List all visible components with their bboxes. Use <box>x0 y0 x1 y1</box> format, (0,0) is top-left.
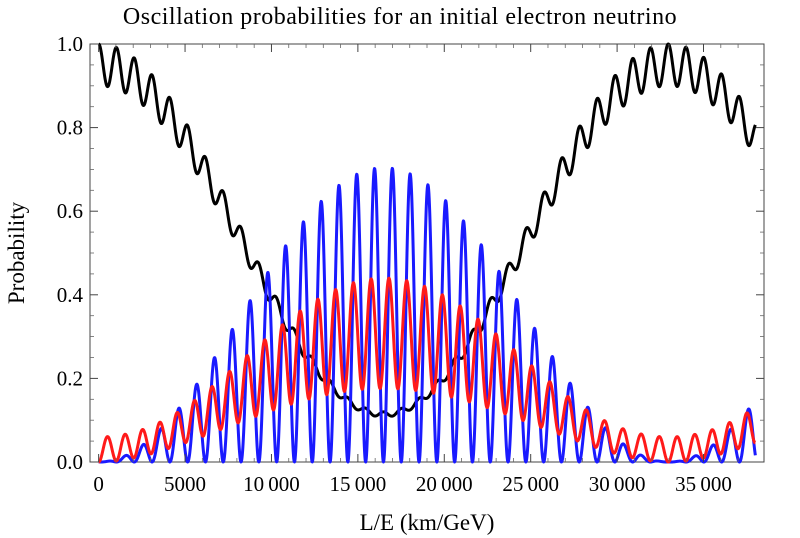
y-tick-label: 0.2 <box>57 366 83 390</box>
ticks-layer: 0 5000 10 000 15 000 20 000 25 000 30 000 35 00… <box>57 32 764 496</box>
x-axis-label: L/E (km/GeV) <box>360 510 495 535</box>
series-line-blue <box>97 166 757 464</box>
x-tick-label: 20 000 <box>416 472 473 496</box>
series-layer <box>97 42 757 464</box>
x-tick-label: 25 000 <box>502 472 559 496</box>
y-tick-label: 0.4 <box>57 283 84 307</box>
x-tick-label: 0 <box>93 472 104 496</box>
x-tick-label: 10 000 <box>243 472 300 496</box>
chart-title: Oscillation probabilities for an initial… <box>122 4 678 30</box>
y-tick-label: 1.0 <box>57 32 83 56</box>
series-line-black <box>97 42 757 418</box>
y-tick-label: 0.8 <box>57 116 83 140</box>
y-tick-label: 0.0 <box>57 450 83 474</box>
x-tick-label: 15 000 <box>330 472 387 496</box>
x-tick-label: 35 000 <box>675 472 732 496</box>
y-axis-label: Probability <box>4 201 29 304</box>
x-tick-label: 5000 <box>164 472 206 496</box>
series-line-red <box>97 276 757 464</box>
y-tick-label: 0.6 <box>57 199 83 223</box>
x-tick-label: 30 000 <box>589 472 646 496</box>
